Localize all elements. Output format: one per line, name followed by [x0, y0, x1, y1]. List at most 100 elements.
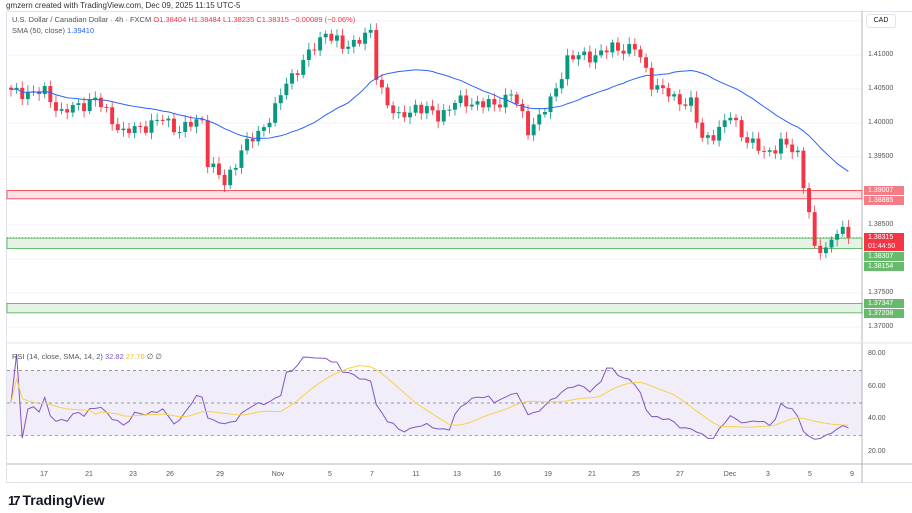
time-tick-label: Nov: [271, 471, 285, 478]
rsi-sma-line: [10, 365, 849, 428]
time-tick-label: 17: [40, 471, 48, 478]
candle-body: [53, 102, 58, 111]
candle-body: [177, 131, 182, 133]
candle-body: [98, 97, 103, 108]
rsi-legend[interactable]: RSI (14, close, SMA, 14, 2) 32.82 27.76 …: [12, 352, 162, 361]
time-tick-label: 27: [676, 471, 684, 478]
candle-body: [700, 122, 705, 138]
candle-body: [447, 109, 452, 111]
candle-body: [301, 60, 306, 75]
candle-body: [290, 73, 294, 84]
candle-body: [9, 87, 13, 90]
candle-body: [402, 112, 407, 118]
candle-body: [419, 104, 424, 114]
symbol-legend[interactable]: U.S. Dollar / Canadian Dollar · 4h · FXC…: [12, 15, 355, 24]
candle-body: [576, 55, 581, 60]
zone-bottom-label: 1.37208: [864, 309, 904, 318]
candle-body: [762, 150, 767, 152]
candle-body: [475, 101, 480, 105]
candle-body: [672, 94, 677, 97]
rsi-line: [10, 353, 849, 440]
candle-body: [351, 39, 356, 47]
time-tick-label: Dec: [723, 471, 737, 478]
candle-body: [469, 104, 474, 107]
candle-body: [59, 109, 64, 111]
currency-button[interactable]: CAD: [866, 14, 896, 28]
price-tick-label: 1.41000: [868, 51, 894, 58]
ohlc-low: L1.38235: [222, 15, 255, 24]
candle-body: [306, 49, 311, 61]
candle-body: [807, 188, 812, 213]
candle-body: [486, 99, 491, 108]
candle-body: [615, 42, 620, 51]
candle-body: [599, 50, 604, 56]
candle-body: [228, 169, 233, 186]
candle-body: [374, 29, 379, 80]
sma-label: SMA (50, close): [12, 26, 65, 35]
candle-body: [166, 118, 171, 121]
rsi-value: 32.82: [104, 352, 124, 361]
time-tick-label: 13: [453, 471, 461, 478]
candle-body: [273, 103, 278, 123]
time-tick-label: 5: [808, 471, 812, 478]
candle-body: [835, 233, 840, 240]
candle-body: [717, 126, 722, 141]
candle-body: [233, 167, 238, 170]
candle-body: [514, 94, 519, 104]
candle-body: [312, 49, 317, 51]
candle-body: [357, 39, 362, 44]
candle-body: [767, 150, 772, 152]
candle-body: [70, 105, 75, 113]
candle-body: [340, 35, 345, 49]
rsi-tick-label: 60.00: [868, 382, 886, 390]
candle-body: [441, 110, 446, 122]
time-tick-label: 9: [850, 471, 854, 478]
candle-body: [734, 117, 738, 121]
ohlc-high: H1.38484: [188, 15, 221, 24]
candle-body: [48, 86, 53, 103]
sma-value: 1.39410: [67, 26, 95, 35]
candle-body: [773, 150, 778, 154]
candle-body: [172, 118, 176, 133]
candle-body: [65, 109, 70, 113]
zone-top-label: 1.37347: [864, 299, 904, 308]
sma-legend[interactable]: SMA (50, close) 1.39410: [12, 26, 94, 35]
candle-body: [497, 104, 502, 108]
candle-body: [132, 126, 137, 134]
zone-2: [6, 303, 863, 314]
candle-body: [87, 99, 92, 112]
candle-body: [649, 67, 654, 90]
candle-body: [689, 97, 693, 106]
time-tick-label: 3: [766, 471, 770, 478]
zone-top-label: 1.38307: [864, 252, 904, 261]
candle-body: [711, 135, 716, 141]
candle-body: [194, 119, 199, 127]
candle-body: [143, 126, 148, 133]
candle-body: [20, 87, 25, 100]
candle-body: [790, 144, 795, 153]
rsi-tick-label: 80.00: [868, 350, 886, 358]
candle-body: [250, 138, 255, 142]
candle-body: [430, 106, 435, 111]
candle-body: [413, 104, 418, 113]
candle-body: [200, 119, 205, 121]
rsi-extra-2: ∅: [155, 352, 162, 361]
candle-body: [593, 55, 598, 63]
candle-body: [334, 35, 339, 41]
candle-body: [481, 101, 486, 108]
candle-body: [391, 105, 396, 114]
candle-body: [149, 120, 154, 133]
candle-body: [267, 122, 272, 128]
candle-body: [829, 239, 834, 248]
candle-body: [559, 79, 564, 89]
candle-body: [492, 99, 497, 105]
rsi-label: RSI (14, close, SMA, 14, 2): [12, 352, 103, 361]
ohlc-open: O1.38404: [153, 15, 187, 24]
candle-body: [677, 94, 682, 105]
time-tick-label: 23: [129, 471, 137, 478]
price-tick-label: 1.40500: [868, 85, 894, 92]
candle-body: [76, 103, 81, 106]
candle-body: [548, 96, 553, 113]
last-price-value: 1.38315: [868, 234, 894, 241]
